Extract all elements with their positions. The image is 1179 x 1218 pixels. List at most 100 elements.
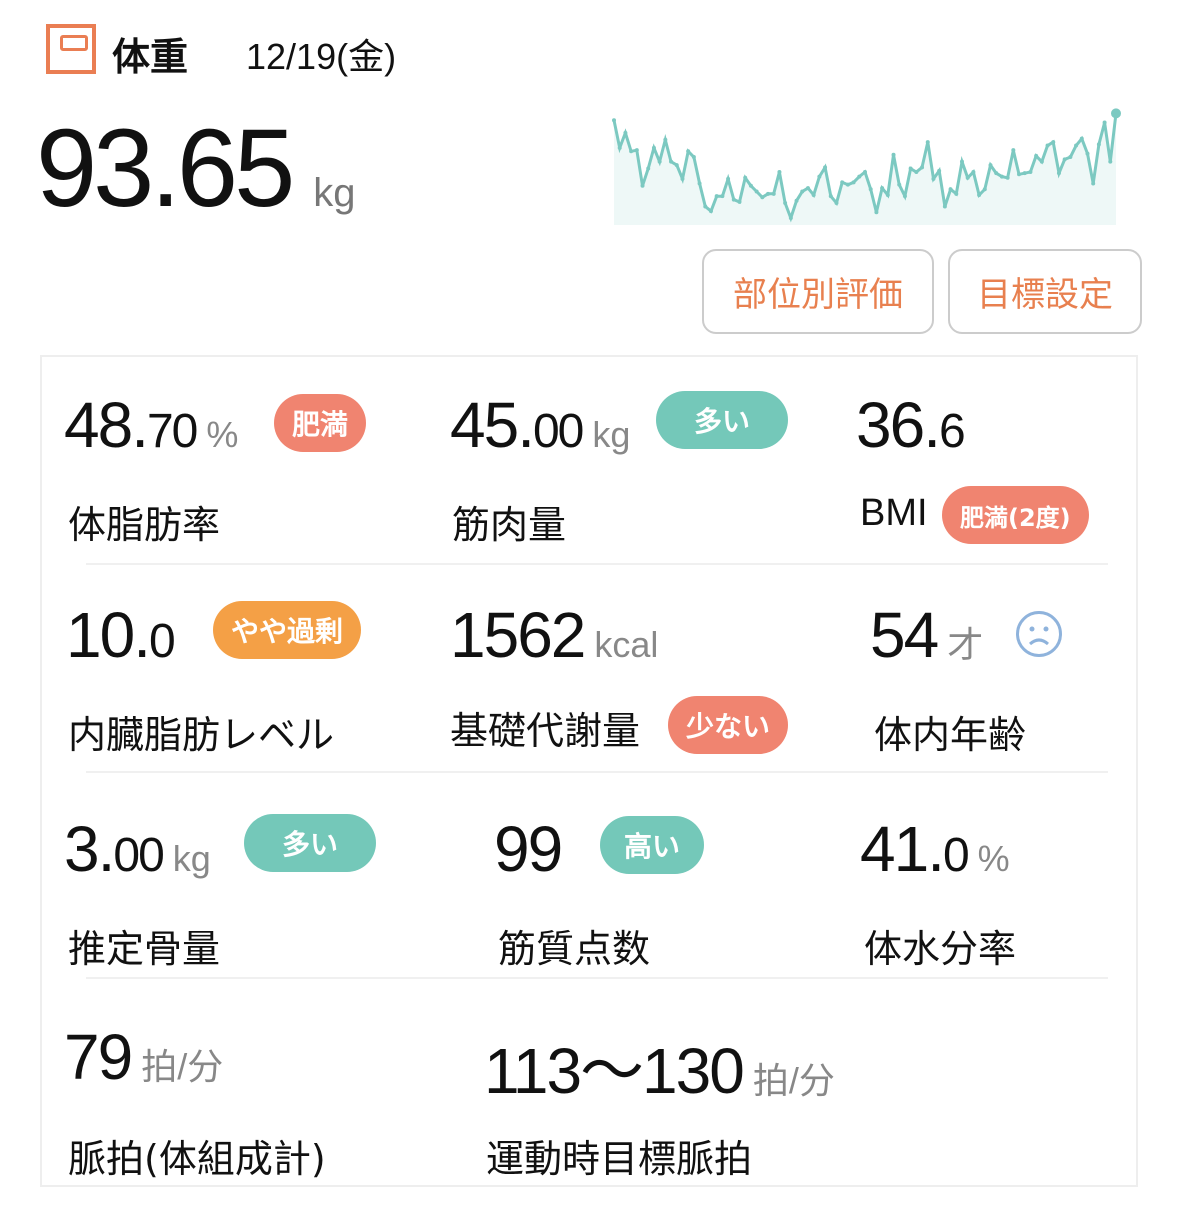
sparkline-point <box>811 193 816 197</box>
int: 3. <box>64 813 115 885</box>
sparkline-point <box>788 216 793 220</box>
bmr-label: 基礎代謝量 <box>450 709 641 753</box>
sparkline-point <box>640 183 645 188</box>
divider <box>86 771 1108 773</box>
weight-value: 93.65 kg <box>36 105 356 232</box>
sparkline-point <box>726 176 731 181</box>
sparkline-point <box>840 180 845 185</box>
sparkline-point <box>1051 140 1056 145</box>
metrics-card <box>40 355 1138 1187</box>
sparkline-point <box>954 191 959 196</box>
weight-sparkline[interactable] <box>608 90 1128 230</box>
sparkline-point <box>874 210 879 215</box>
sparkline-point <box>1028 170 1033 174</box>
int: 113〜130 <box>484 1035 745 1107</box>
sparkline-point <box>971 170 976 174</box>
bmr-value: 1562 kcal <box>450 598 658 672</box>
sad-face-icon <box>1016 611 1062 657</box>
sparkline-point <box>766 191 771 196</box>
sparkline-point <box>771 191 776 196</box>
int: 99 <box>494 813 563 885</box>
visceral-badge: やや過剰 <box>213 601 362 659</box>
sparkline-point <box>868 187 873 192</box>
sparkline-point <box>1022 171 1027 176</box>
sparkline-point <box>1085 151 1090 156</box>
int: 36. <box>856 389 941 461</box>
sparkline-point <box>914 170 919 174</box>
bone-label: 推定骨量 <box>68 927 221 971</box>
dec: 70 <box>146 405 198 458</box>
sparkline-point <box>663 137 668 142</box>
sparkline-point <box>1011 148 1016 153</box>
sparkline-point <box>657 159 662 164</box>
sparkline-point <box>1039 159 1044 164</box>
sparkline-point <box>845 182 850 187</box>
sparkline-point <box>857 174 862 179</box>
bmr-badge: 少ない <box>668 696 789 754</box>
sparkline-point <box>697 181 702 186</box>
sparkline-point <box>925 140 930 145</box>
sparkline-point <box>828 194 833 199</box>
bmi-label: BMI <box>860 492 928 534</box>
sparkline-point <box>1111 108 1121 119</box>
weight-number: 93.65 <box>36 107 295 230</box>
sparkline-point <box>994 171 999 176</box>
weight-unit: kg <box>313 171 356 215</box>
sparkline-point <box>1017 172 1022 177</box>
dec: 6 <box>938 405 966 458</box>
sparkline-point <box>988 163 993 168</box>
part-evaluation-button[interactable]: 部位別評価 <box>702 249 934 334</box>
sparkline-point <box>612 118 616 123</box>
dec: 00 <box>113 829 164 882</box>
target-pulse-label: 運動時目標脈拍 <box>486 1137 753 1181</box>
bone-badge: 多い <box>244 814 376 872</box>
sparkline-area <box>614 113 1116 225</box>
sparkline-point <box>948 187 953 192</box>
muscle-quality-value: 99 <box>494 812 563 886</box>
sparkline-point <box>1062 157 1067 162</box>
int: 1562 <box>450 599 586 671</box>
divider <box>86 977 1108 979</box>
sparkline-point <box>1096 142 1101 147</box>
sparkline-point <box>823 165 828 170</box>
unit: 才 <box>947 624 984 665</box>
sparkline-point <box>783 201 788 206</box>
muscle-quality-badge: 高い <box>600 816 704 874</box>
sparkline-point <box>714 194 719 199</box>
sparkline-point <box>634 148 639 153</box>
bone-value: 3.00 kg <box>64 812 211 886</box>
sparkline-point <box>731 197 736 202</box>
int: 45. <box>450 389 535 461</box>
muscle-badge: 多い <box>656 391 788 449</box>
sparkline-point <box>851 180 856 185</box>
page-title: 体重 <box>112 37 189 79</box>
sparkline-point <box>1034 153 1039 158</box>
sparkline-point <box>1005 175 1010 180</box>
body-fat-value: 48.70% <box>64 388 238 462</box>
sparkline-point <box>703 204 708 209</box>
sparkline-point <box>965 175 970 180</box>
sparkline-point <box>982 187 987 192</box>
sparkline-point <box>1079 136 1084 141</box>
body-fat-badge: 肥満 <box>274 394 367 452</box>
sparkline-point <box>897 182 902 187</box>
sparkline-point <box>908 166 913 171</box>
unit: kg <box>172 838 211 879</box>
unit: kg <box>592 414 631 455</box>
goal-setting-button[interactable]: 目標設定 <box>948 249 1142 334</box>
sparkline-point <box>902 194 907 199</box>
unit: % <box>206 414 239 455</box>
unit: 拍/分 <box>752 1060 835 1101</box>
body-fat-label: 体脂肪率 <box>68 503 221 547</box>
sparkline-point <box>999 174 1004 179</box>
muscle-quality-label: 筋質点数 <box>498 927 651 971</box>
sparkline-point <box>1056 171 1061 176</box>
sparkline-point <box>931 176 936 181</box>
scale-icon <box>46 24 96 74</box>
sparkline-point <box>834 201 839 206</box>
bmi-value: 36.6 <box>856 388 966 462</box>
sparkline-point <box>1102 120 1107 125</box>
sparkline-point <box>674 163 679 168</box>
sparkline-point <box>720 194 725 199</box>
sparkline-point <box>669 159 674 164</box>
